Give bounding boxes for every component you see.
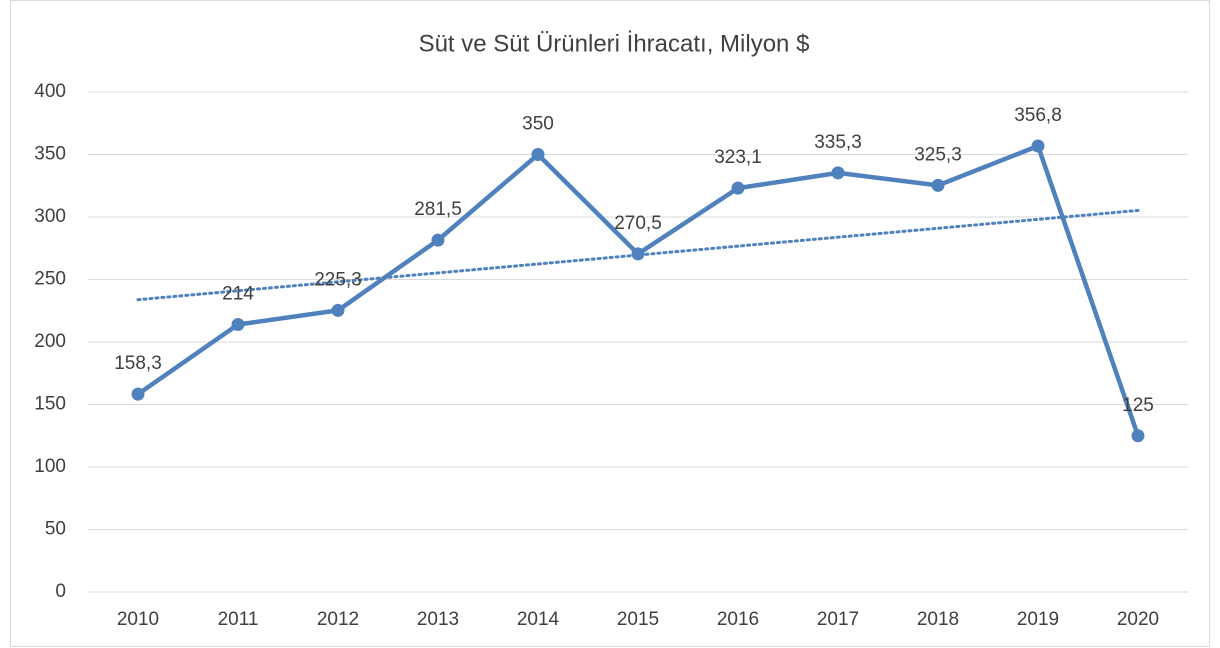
data-label: 281,5 bbox=[414, 199, 462, 220]
x-tick-label: 2017 bbox=[817, 609, 859, 630]
marker bbox=[131, 387, 145, 401]
y-tick-label: 100 bbox=[34, 456, 66, 477]
marker bbox=[431, 233, 445, 247]
data-label: 350 bbox=[522, 114, 554, 135]
y-tick-label: 250 bbox=[34, 269, 66, 290]
x-tick-label: 2020 bbox=[1117, 609, 1159, 630]
chart-title: Süt ve Süt Ürünleri İhracatı, Milyon $ bbox=[419, 30, 810, 57]
y-tick-label: 350 bbox=[34, 144, 66, 165]
x-tick-label: 2011 bbox=[218, 609, 259, 630]
y-tick-label: 0 bbox=[55, 581, 66, 602]
y-tick-label: 150 bbox=[34, 394, 66, 415]
data-label: 125 bbox=[1122, 395, 1154, 416]
marker bbox=[531, 148, 545, 161]
x-tick-label: 2016 bbox=[717, 609, 759, 630]
data-label: 214 bbox=[222, 284, 254, 305]
chart-border bbox=[10, 0, 1210, 647]
marker bbox=[1031, 139, 1045, 153]
x-tick-label: 2014 bbox=[517, 609, 560, 630]
marker bbox=[831, 166, 845, 180]
marker bbox=[331, 303, 345, 317]
data-label: 335,3 bbox=[814, 132, 862, 153]
y-tick-label: 200 bbox=[34, 331, 66, 352]
data-label: 323,1 bbox=[714, 147, 762, 168]
marker bbox=[631, 247, 645, 261]
data-label: 356,8 bbox=[1014, 105, 1062, 126]
y-tick-label: 400 bbox=[34, 81, 66, 102]
y-tick-label: 300 bbox=[34, 206, 66, 227]
x-tick-label: 2018 bbox=[917, 609, 959, 630]
trendline bbox=[136, 208, 1140, 302]
data-label: 325,3 bbox=[914, 144, 962, 165]
marker bbox=[731, 181, 745, 195]
y-tick-label: 50 bbox=[45, 519, 66, 540]
marker bbox=[231, 318, 245, 331]
x-tick-label: 2015 bbox=[617, 609, 659, 630]
x-tick-label: 2010 bbox=[117, 609, 159, 630]
x-tick-label: 2012 bbox=[317, 609, 359, 630]
data-label: 158,3 bbox=[114, 353, 162, 374]
marker bbox=[931, 178, 945, 192]
x-tick-label: 2013 bbox=[417, 609, 459, 630]
x-tick-label: 2019 bbox=[1017, 609, 1059, 630]
data-label: 270,5 bbox=[614, 213, 662, 234]
data-label: 225,3 bbox=[314, 269, 362, 290]
marker bbox=[1131, 429, 1145, 443]
